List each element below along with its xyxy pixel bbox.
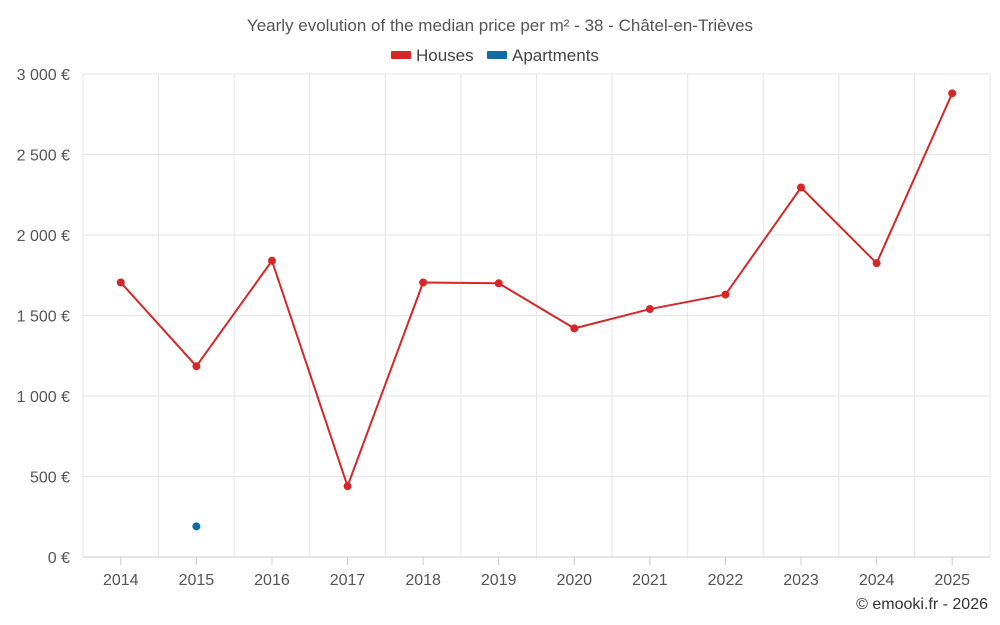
series-houses <box>116 89 957 491</box>
y-tick-label: 1 500 € <box>17 309 70 326</box>
data-point-houses[interactable] <box>192 362 201 371</box>
y-tick-label: 500 € <box>30 470 70 487</box>
data-point-houses[interactable] <box>645 305 654 314</box>
x-tick-label: 2016 <box>254 572 290 589</box>
data-point-apartments[interactable] <box>192 522 201 531</box>
x-tick-label: 2022 <box>708 572 744 589</box>
grid <box>82 73 991 557</box>
legend-item-houses[interactable]: Houses <box>391 46 474 65</box>
data-point-houses[interactable] <box>721 290 730 299</box>
data-point-houses[interactable] <box>872 259 881 268</box>
x-tick-label: 2018 <box>405 572 441 589</box>
x-tick-label: 2017 <box>330 572 366 589</box>
x-tick-label: 2024 <box>859 572 895 589</box>
legend: Houses Apartments <box>391 46 599 65</box>
data-point-houses[interactable] <box>797 183 806 192</box>
series <box>116 89 957 531</box>
x-tick-label: 2015 <box>179 572 215 589</box>
y-tick-label: 2 500 € <box>17 148 70 165</box>
legend-label-apartments: Apartments <box>512 46 599 65</box>
credit-text: © emooki.fr - 2026 <box>856 596 988 613</box>
legend-swatch-apartments <box>487 51 507 59</box>
data-point-houses[interactable] <box>948 89 957 98</box>
axes: 0 € 500 € 1 000 € 1 500 € 2 000 € 2 500 € 3 00… <box>17 67 990 589</box>
series-apartments <box>192 522 201 531</box>
y-tick-label: 3 000 € <box>17 67 70 84</box>
x-tick-label: 2025 <box>934 572 970 589</box>
y-tick-label: 0 € <box>48 550 70 567</box>
data-point-houses[interactable] <box>267 256 276 265</box>
data-point-houses[interactable] <box>494 279 503 288</box>
x-tick-label: 2020 <box>556 572 592 589</box>
chart-title: Yearly evolution of the median price per… <box>247 16 753 35</box>
data-point-houses[interactable] <box>419 278 428 287</box>
x-tick-label: 2014 <box>103 572 139 589</box>
series-line-houses <box>120 92 954 488</box>
y-tick-label: 1 000 € <box>17 389 70 406</box>
data-point-houses[interactable] <box>343 482 352 491</box>
legend-label-houses: Houses <box>416 46 474 65</box>
x-tick-label: 2021 <box>632 572 668 589</box>
data-point-houses[interactable] <box>570 324 579 333</box>
x-tick-label: 2019 <box>481 572 517 589</box>
x-tick-label: 2023 <box>783 572 819 589</box>
legend-swatch-houses <box>391 51 411 59</box>
y-tick-label: 2 000 € <box>17 228 70 245</box>
data-point-houses[interactable] <box>116 278 125 287</box>
legend-item-apartments[interactable]: Apartments <box>487 46 599 65</box>
